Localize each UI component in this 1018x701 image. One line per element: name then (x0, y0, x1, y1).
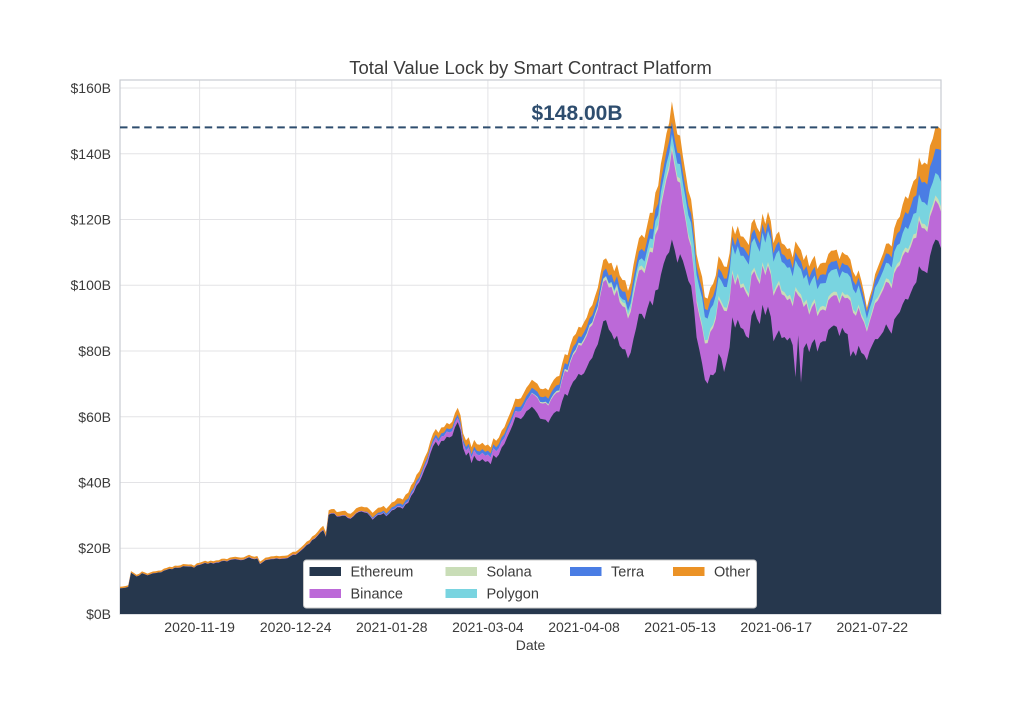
svg-text:$40B: $40B (78, 475, 111, 491)
svg-text:Polygon: Polygon (487, 587, 539, 603)
svg-text:2021-06-17: 2021-06-17 (740, 619, 812, 635)
svg-text:Binance: Binance (351, 587, 403, 603)
svg-text:$148.00B: $148.00B (531, 102, 622, 125)
svg-text:$20B: $20B (78, 540, 111, 556)
svg-text:$160B: $160B (71, 80, 111, 96)
svg-text:Total Value Lock by Smart Cont: Total Value Lock by Smart Contract Platf… (349, 57, 712, 78)
svg-text:Other: Other (714, 565, 750, 581)
svg-text:2021-04-08: 2021-04-08 (548, 619, 620, 635)
svg-text:$100B: $100B (71, 277, 111, 293)
svg-text:$60B: $60B (78, 409, 111, 425)
svg-text:Date: Date (516, 637, 546, 653)
svg-text:Terra: Terra (611, 565, 645, 581)
svg-text:Ethereum: Ethereum (351, 565, 414, 581)
svg-text:Solana: Solana (487, 565, 533, 581)
svg-text:$0B: $0B (86, 606, 111, 622)
svg-text:2021-03-04: 2021-03-04 (452, 619, 524, 635)
svg-text:2021-05-13: 2021-05-13 (644, 619, 716, 635)
svg-text:2021-07-22: 2021-07-22 (836, 619, 908, 635)
svg-text:2020-11-19: 2020-11-19 (164, 619, 235, 635)
svg-text:$80B: $80B (78, 343, 111, 359)
svg-text:2021-01-28: 2021-01-28 (356, 619, 428, 635)
svg-text:2020-12-24: 2020-12-24 (260, 619, 332, 635)
svg-text:$120B: $120B (71, 212, 111, 228)
svg-text:$140B: $140B (71, 146, 111, 162)
